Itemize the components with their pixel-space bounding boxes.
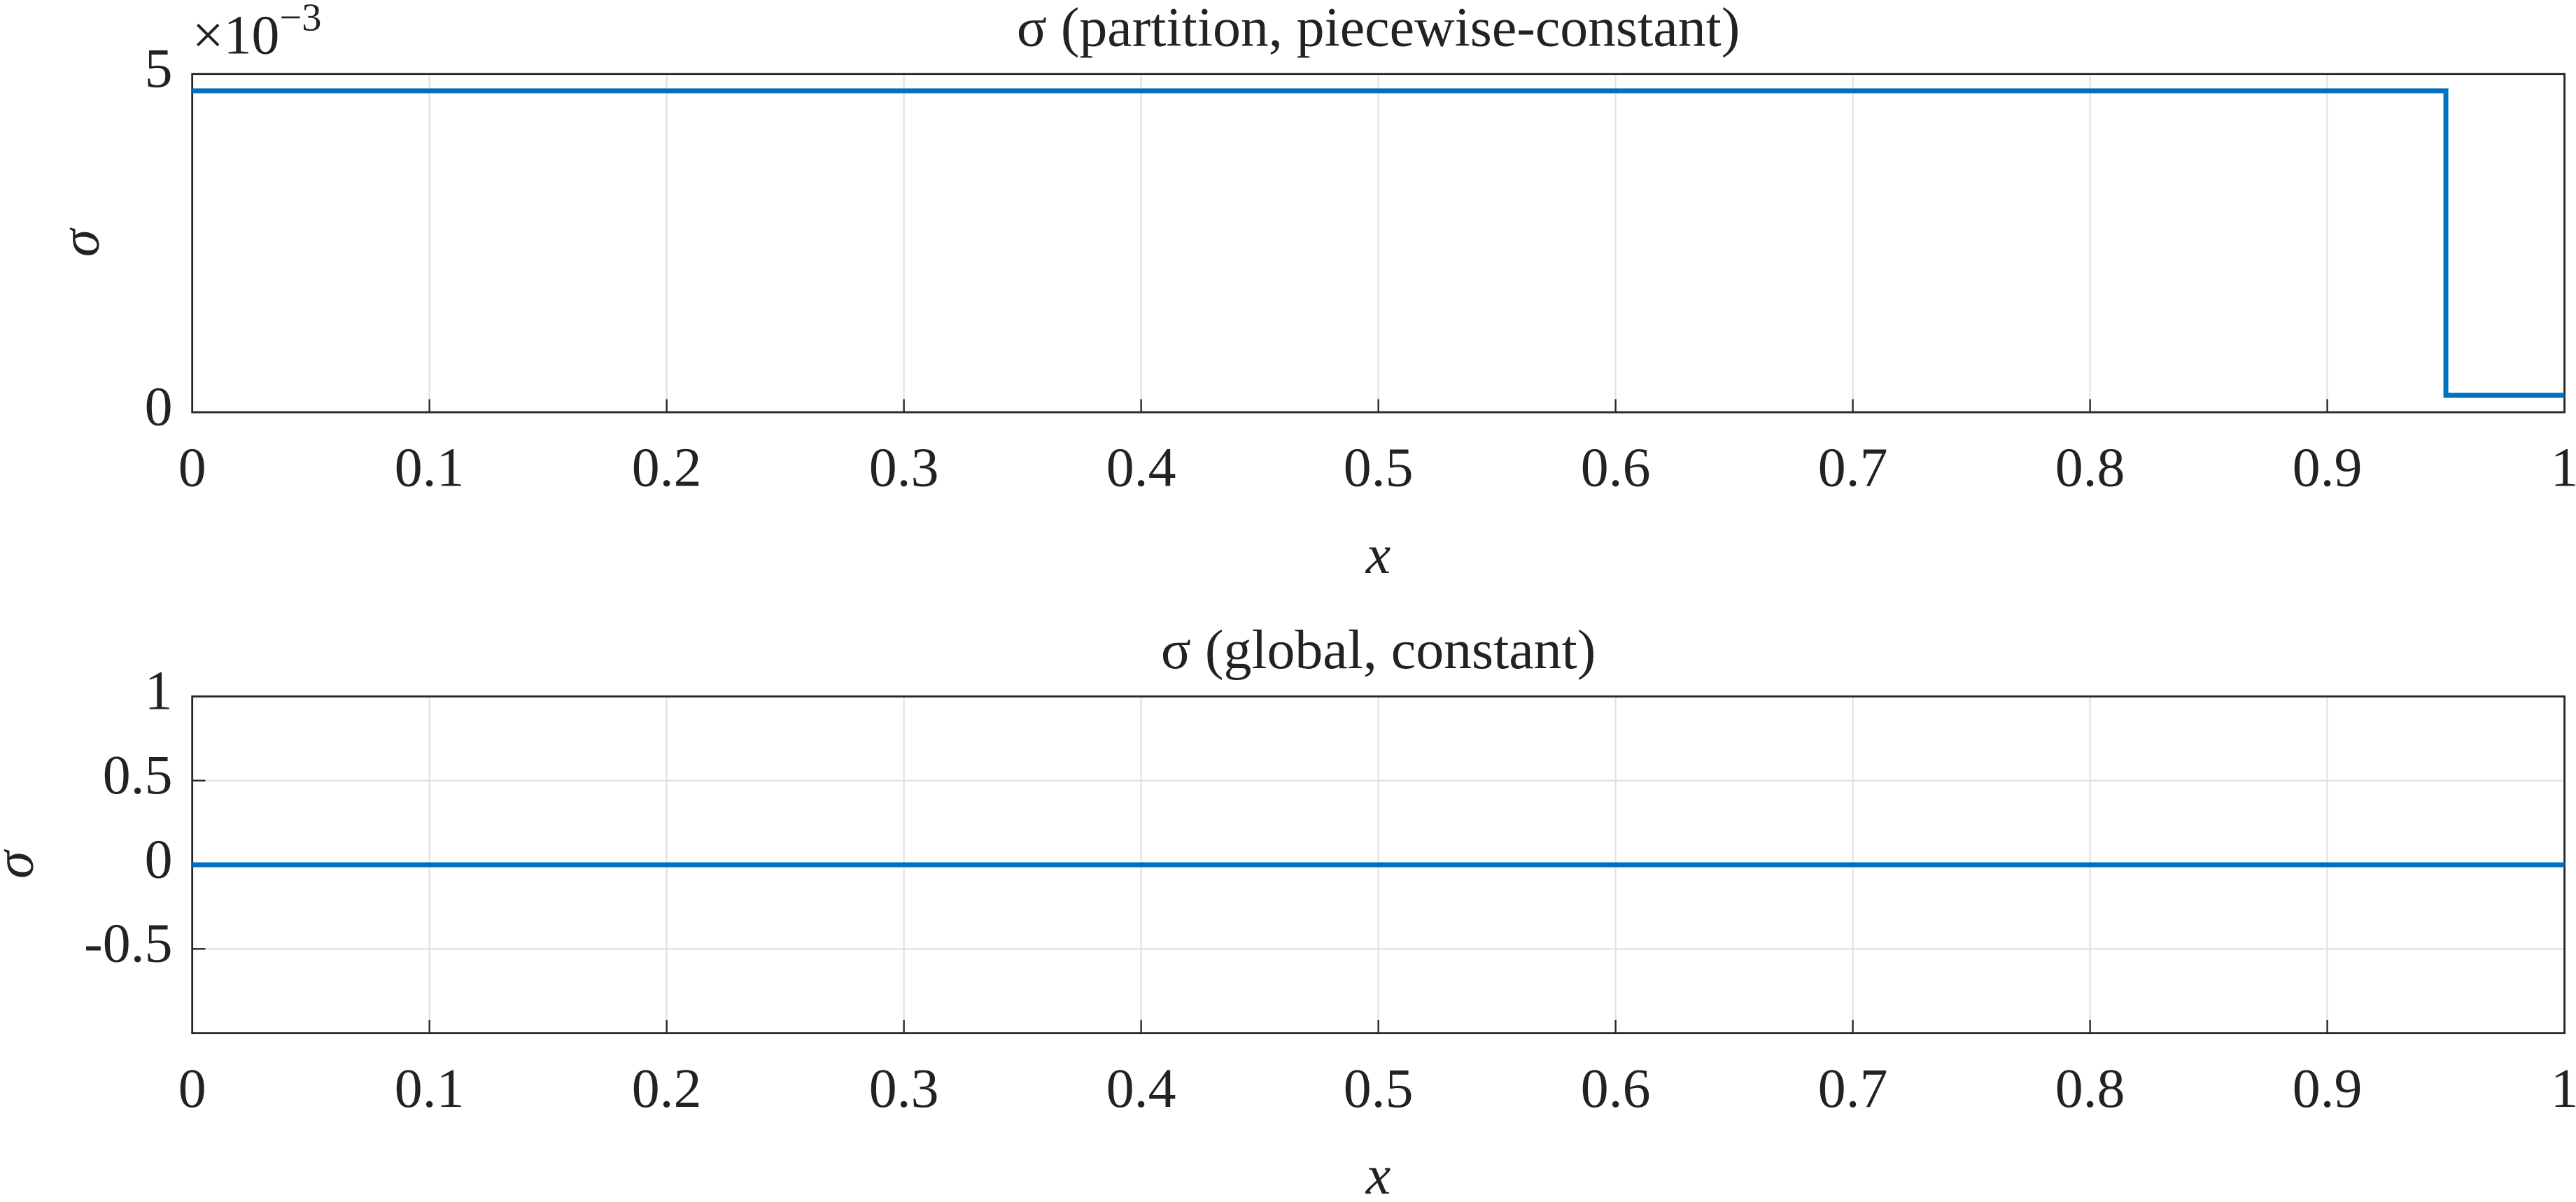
exponent-base: ×10 bbox=[192, 5, 280, 66]
axes-box bbox=[191, 73, 2566, 413]
x-tick-label: 0.5 bbox=[1344, 1058, 1414, 1119]
x-tick-label: 0.4 bbox=[1106, 437, 1176, 498]
y-tick-label: 5 bbox=[145, 38, 173, 99]
y-tick-label: -0.5 bbox=[84, 913, 172, 975]
y-axis-label: σ bbox=[0, 849, 45, 879]
x-tick-label: 0.6 bbox=[1581, 1058, 1651, 1119]
x-tick-label: 0.9 bbox=[2293, 437, 2363, 498]
x-tick-label: 0.4 bbox=[1106, 1058, 1176, 1119]
x-tick-label: 0.2 bbox=[632, 1058, 702, 1119]
x-tick-label: 0.9 bbox=[2293, 1058, 2363, 1119]
x-tick-label: 0 bbox=[178, 1058, 206, 1119]
y-tick-label: 1 bbox=[145, 660, 173, 722]
exponent-power: −3 bbox=[279, 0, 321, 39]
x-tick-label: 0.8 bbox=[2055, 1058, 2125, 1119]
x-tick-label: 1 bbox=[2551, 437, 2576, 498]
y-axis-label: σ bbox=[49, 227, 111, 257]
x-tick-label: 0.6 bbox=[1581, 437, 1651, 498]
x-tick-label: 0.3 bbox=[869, 1058, 939, 1119]
x-tick-label: 0.8 bbox=[2055, 437, 2125, 498]
y-tick-label: 0 bbox=[145, 376, 173, 438]
y-exponent: ×10−3 bbox=[192, 0, 322, 66]
x-tick-label: 0.1 bbox=[395, 1058, 465, 1119]
chart-title: σ (global, constant) bbox=[1161, 619, 1596, 681]
x-tick-label: 0.1 bbox=[395, 437, 465, 498]
x-axis-label: x bbox=[1365, 1145, 1391, 1202]
x-tick-label: 0.5 bbox=[1344, 437, 1414, 498]
x-tick-label: 1 bbox=[2551, 1058, 2576, 1119]
y-tick-label: 0.5 bbox=[103, 744, 173, 806]
chart-title: σ (partition, piecewise-constant) bbox=[1017, 0, 1740, 58]
x-tick-label: 0.7 bbox=[1818, 437, 1888, 498]
x-tick-label: 0.7 bbox=[1818, 1058, 1888, 1119]
x-tick-label: 0.3 bbox=[869, 437, 939, 498]
data-line bbox=[192, 88, 2565, 398]
y-tick-label: 0 bbox=[145, 828, 173, 890]
x-tick-label: 0 bbox=[178, 437, 206, 498]
x-tick-label: 0.2 bbox=[632, 437, 702, 498]
x-axis-label: x bbox=[1365, 524, 1391, 586]
